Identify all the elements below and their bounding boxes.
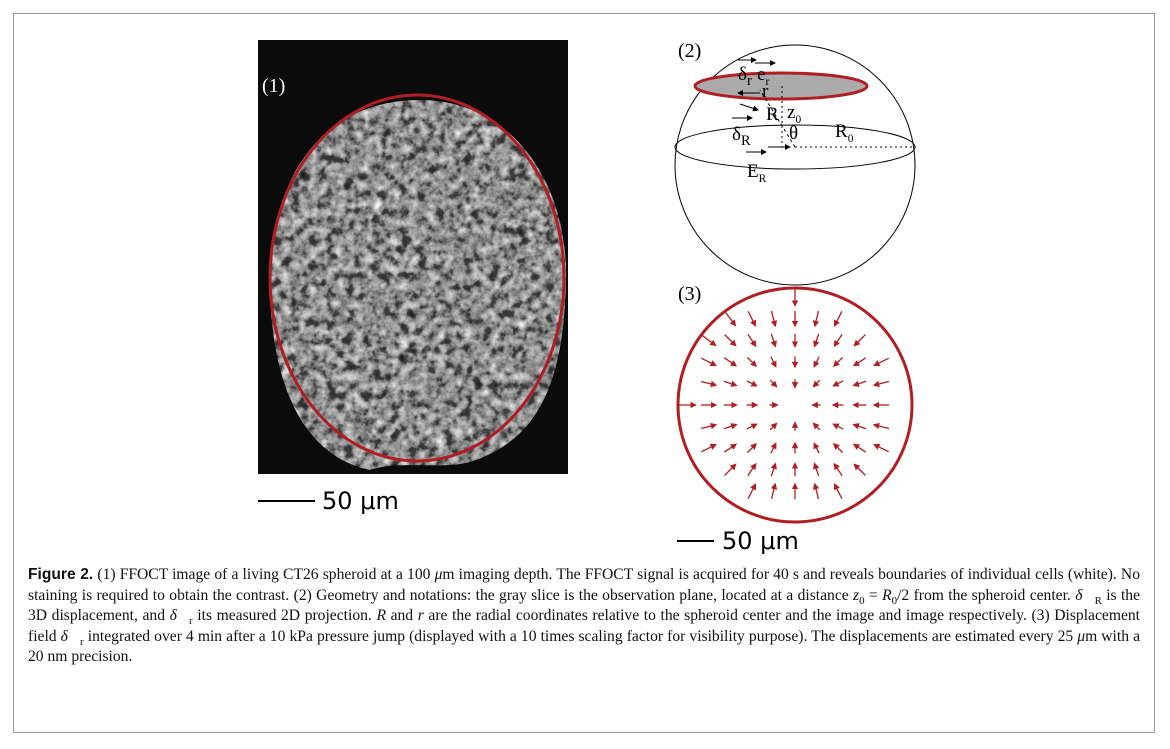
- symbol-sub: 0: [848, 133, 854, 145]
- displacement-arrow: [748, 334, 756, 346]
- displacement-arrow: [814, 334, 818, 347]
- displacement-arrow: [725, 335, 736, 346]
- displacement-arrow: [834, 334, 842, 346]
- delta-r-arrow: [740, 104, 758, 110]
- caption: Figure 2. (1) FFOCT image of a living CT…: [28, 565, 1140, 668]
- symbol: θ: [789, 123, 798, 144]
- displacement-arrow: [854, 444, 866, 452]
- displacement-arrow: [814, 463, 818, 476]
- displacement-arrow: [853, 424, 866, 428]
- symbol-main: δ: [738, 64, 747, 85]
- caption-text: its measured 2D projection.: [193, 607, 377, 624]
- displacement-arrow: [833, 381, 843, 386]
- symbol-main: z: [787, 102, 795, 123]
- displacement-arrow: [815, 311, 819, 326]
- displacement-arrow: [747, 444, 756, 453]
- displacement-arrow: [772, 484, 776, 499]
- displacement-arrow: [771, 334, 775, 347]
- displacement-arrow: [835, 484, 842, 499]
- symbol-sub: R: [759, 173, 767, 185]
- symbol-sub: r: [747, 73, 752, 89]
- caption-math: =: [865, 587, 883, 604]
- displacement-arrow: [814, 357, 819, 367]
- symbol: r: [762, 81, 769, 102]
- caption-sub: R: [1095, 595, 1102, 607]
- symbol: R: [766, 104, 779, 125]
- displacement-arrow: [771, 463, 775, 476]
- page: (1) 50 μm (2) δrerrz0RθR0δRER (3) 50 μm …: [0, 0, 1170, 749]
- displacement-arrow: [854, 335, 865, 346]
- displacement-arrow: [835, 311, 842, 326]
- displacement-arrow: [724, 444, 736, 452]
- panel-label: (1): [262, 75, 285, 97]
- displacement-arrow: [771, 357, 776, 367]
- displacement-arrow: [701, 382, 716, 386]
- symbol-main: R: [835, 121, 848, 142]
- displacement-arrow: [771, 443, 776, 453]
- displacement-arrow: [815, 484, 819, 499]
- displacement-arrow: [772, 311, 776, 326]
- displacement-arrow: [813, 423, 820, 430]
- displacement-arrow: [747, 381, 757, 386]
- displacement-arrow: [747, 357, 756, 366]
- displacement-arrow: [874, 445, 889, 452]
- symbol-main: E: [747, 161, 759, 182]
- caption-math: μ: [1077, 628, 1085, 645]
- displacement-arrow: [748, 484, 755, 499]
- caption-math: δ⃗: [170, 607, 189, 624]
- caption-text: integrated over 4 min after a 10 kPa pre…: [84, 628, 1078, 645]
- displacement-arrow: [770, 423, 777, 430]
- displacement-arrow: [874, 358, 889, 365]
- symbol-main: r: [762, 81, 769, 102]
- displacement-arrow: [854, 358, 866, 366]
- displacement-arrow: [853, 381, 866, 385]
- symbol-main: θ: [789, 123, 798, 144]
- observation-slice: [695, 73, 867, 99]
- displacement-arrow: [834, 444, 843, 453]
- displacement-arrow: [814, 443, 819, 453]
- caption-math: R: [376, 607, 386, 624]
- displacement-arrow: [813, 380, 820, 387]
- displacement-arrow: [725, 464, 736, 475]
- panel-label: (2): [678, 40, 701, 62]
- displacement-arrow: [834, 357, 843, 366]
- displacement-arrow: [854, 464, 865, 475]
- displacement-arrow: [748, 311, 755, 326]
- caption-text: (1) FFOCT image of a living CT26 spheroi…: [93, 566, 434, 583]
- caption-math: δ⃗: [1075, 587, 1094, 604]
- caption-math: δ⃗: [61, 628, 80, 645]
- displacement-arrow: [701, 445, 716, 452]
- caption-label: Figure 2.: [28, 566, 93, 583]
- displacement-arrow: [701, 425, 716, 429]
- displacement-arrow: [702, 335, 716, 346]
- displacement-arrow: [724, 381, 737, 385]
- symbol-main: δ: [732, 124, 741, 145]
- symbol-main: R: [766, 104, 779, 125]
- displacement-arrow: [874, 382, 889, 386]
- displacement-arrow: [748, 464, 756, 476]
- displacement-arrow: [724, 424, 737, 428]
- displacement-arrow: [874, 425, 889, 429]
- caption-text: and: [386, 607, 418, 624]
- caption-math: R: [882, 587, 892, 604]
- scale-bar-label: 50 μm: [322, 487, 399, 515]
- symbol-sub: R: [741, 133, 751, 149]
- displacement-arrow: [770, 380, 777, 387]
- scale-bar-label: 50 μm: [722, 527, 799, 555]
- displacement-arrow: [701, 358, 716, 365]
- caption-text: /2 from the spheroid center.: [897, 587, 1075, 604]
- panel-label: (3): [678, 283, 701, 305]
- displacement-arrow: [747, 424, 757, 429]
- symbol: δR: [732, 124, 751, 149]
- displacement-arrow: [724, 358, 736, 366]
- symbol: R0: [835, 121, 854, 145]
- symbol: ER: [747, 161, 767, 185]
- displacement-arrow: [834, 464, 842, 476]
- displacement-arrow: [725, 312, 736, 326]
- displacement-arrow: [833, 424, 843, 429]
